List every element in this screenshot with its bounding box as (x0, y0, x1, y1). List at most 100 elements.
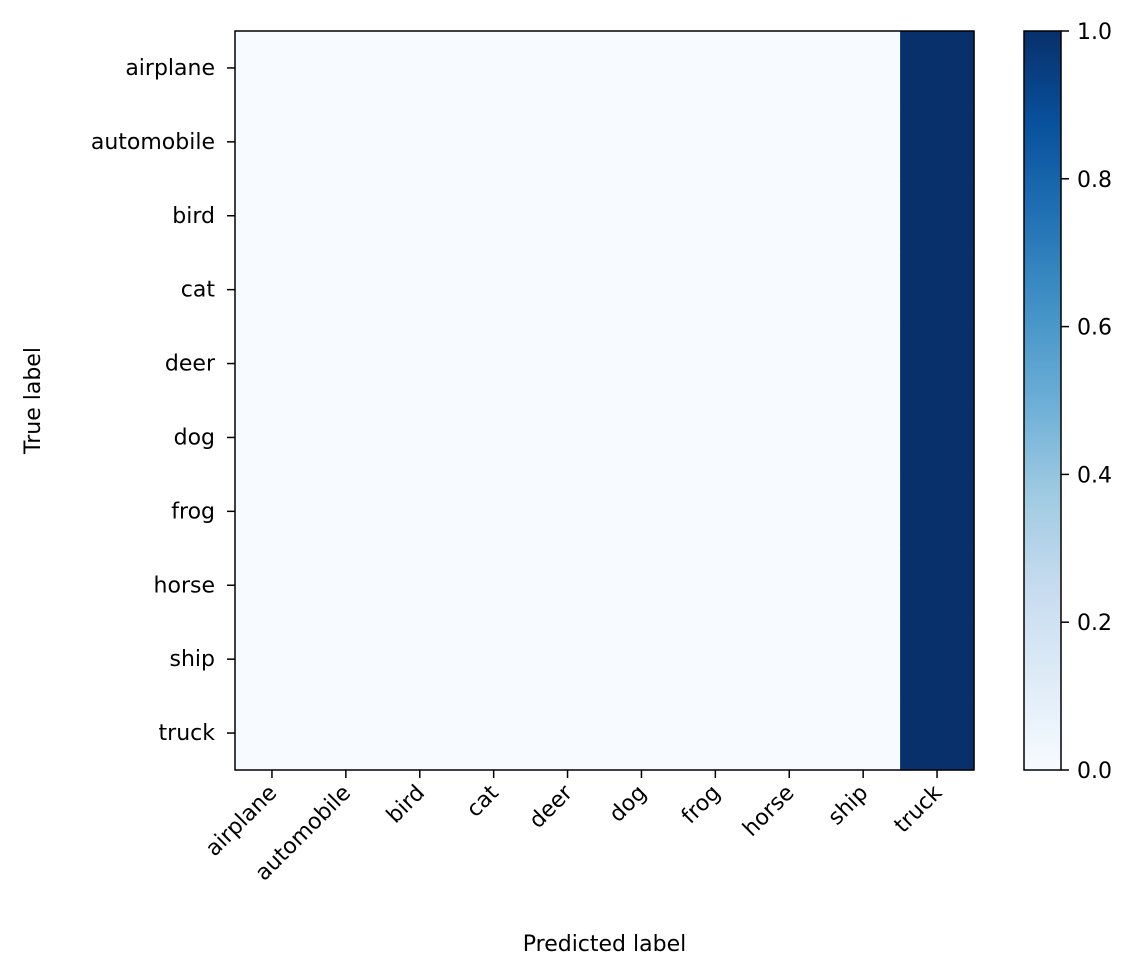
heatmap-cell (604, 178, 679, 254)
heatmap-cell (826, 548, 901, 623)
heatmap-cell (530, 104, 606, 180)
x-tick-label: bird (382, 781, 430, 829)
heatmap-cell (678, 252, 753, 328)
heatmap-cell (604, 622, 679, 697)
heatmap-cell (456, 31, 532, 106)
y-tick-label: bird (172, 204, 215, 229)
heatmap-cell (678, 474, 753, 549)
heatmap-cell (678, 178, 753, 254)
heatmap-cell (456, 178, 532, 254)
colorbar-gradient (1024, 31, 1061, 770)
heatmap-cell (382, 178, 458, 254)
heatmap-cell (235, 31, 310, 106)
x-tick-label: ship (824, 781, 874, 831)
x-tick-label: horse (738, 781, 799, 842)
heatmap-cell (382, 252, 458, 328)
heatmap-cell (752, 622, 827, 697)
heatmap-cell (382, 104, 458, 180)
heatmap-cell (308, 326, 384, 402)
heatmap-cell (900, 548, 975, 623)
x-tick-label: cat (462, 780, 504, 822)
heatmap-cell (530, 252, 606, 328)
heatmap-cell (308, 252, 384, 328)
y-tick-label: frog (171, 499, 215, 524)
heatmap-cell (235, 252, 310, 328)
heatmap-cell (308, 548, 384, 623)
y-tick-label: airplane (125, 56, 215, 81)
heatmap-cell (456, 622, 532, 697)
y-tick-label: cat (181, 278, 216, 303)
heatmap-cell (900, 252, 975, 328)
heatmap-cell (456, 104, 532, 180)
heatmap-cell (826, 178, 901, 254)
colorbar-tick-label: 1.0 (1077, 20, 1112, 45)
y-tick-label: dog (174, 425, 215, 450)
heatmap-cell (900, 104, 975, 180)
y-tick-label: truck (159, 721, 216, 746)
heatmap-cell (456, 326, 532, 402)
heatmap-cell (530, 622, 606, 697)
heatmap-cell (900, 31, 975, 106)
y-tick-label: horse (154, 573, 215, 598)
heatmap-cell (752, 31, 827, 106)
heatmap-cell (530, 178, 606, 254)
y-tick-label: automobile (91, 130, 215, 155)
heatmap-cell (826, 104, 901, 180)
colorbar-frame (1023, 30, 1062, 771)
heatmap-cell (308, 696, 384, 771)
x-tick-label: dog (605, 781, 652, 828)
heatmap-cell (900, 696, 975, 771)
heatmap-cell (752, 178, 827, 254)
colorbar-ticks: 0.0 0.2 0.4 0.6 0.8 1.0 (1061, 20, 1112, 784)
heatmap-cell (604, 104, 679, 180)
heatmap-cell (456, 252, 532, 328)
x-axis-label: Predicted label (523, 932, 686, 957)
heatmap-cell (752, 104, 827, 180)
y-axis-label: True label (21, 347, 46, 455)
heatmap-cell (235, 178, 310, 254)
heatmap-cell (308, 178, 384, 254)
heatmap-cell (752, 400, 827, 475)
heatmap-cell (826, 622, 901, 697)
heatmap-cell (235, 548, 310, 623)
heatmap-cell (530, 474, 606, 549)
heatmap-cell (900, 400, 975, 475)
heatmap-cell (382, 474, 458, 549)
plot-frame (234, 30, 975, 771)
heatmap-cell (235, 104, 310, 180)
heatmap-cell (752, 326, 827, 402)
heatmap-cell (456, 696, 532, 771)
heatmap-cells (235, 31, 975, 771)
heatmap-cell (678, 326, 753, 402)
heatmap-cell (826, 696, 901, 771)
heatmap-cell (235, 400, 310, 475)
heatmap-cell (678, 548, 753, 623)
heatmap-cell (235, 696, 310, 771)
heatmap-cell (235, 622, 310, 697)
heatmap-cell (678, 104, 753, 180)
heatmap-cell (382, 31, 458, 106)
heatmap-cell (752, 548, 827, 623)
heatmap-cell (382, 548, 458, 623)
y-tick-label: ship (170, 647, 215, 672)
heatmap-cell (604, 548, 679, 623)
heatmap-cell (752, 474, 827, 549)
colorbar-tick-label: 0.4 (1077, 463, 1112, 488)
heatmap-cell (826, 326, 901, 402)
heatmap-cell (826, 400, 901, 475)
heatmap-cell (382, 696, 458, 771)
heatmap-cell (308, 622, 384, 697)
heatmap-cell (900, 326, 975, 402)
heatmap-cell (530, 696, 606, 771)
heatmap-cell (678, 696, 753, 771)
heatmap-cell (678, 622, 753, 697)
colorbar-tick-label: 0.6 (1077, 316, 1112, 341)
heatmap-cell (530, 548, 606, 623)
heatmap-cell (530, 31, 606, 106)
heatmap-cell (382, 326, 458, 402)
heatmap-cell (826, 252, 901, 328)
heatmap-cell (382, 400, 458, 475)
colorbar: 0.0 0.2 0.4 0.6 0.8 1.0 (1023, 20, 1112, 784)
heatmap-cell (456, 400, 532, 475)
